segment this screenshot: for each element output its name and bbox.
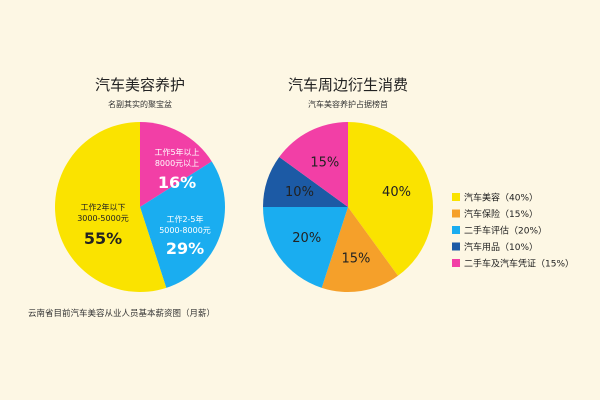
legend-swatch-1 bbox=[452, 209, 460, 218]
slice-value-salary-1: 29% bbox=[166, 239, 204, 258]
legend-swatch-0 bbox=[452, 193, 460, 201]
pie-slice-salary-1 bbox=[140, 161, 226, 288]
slice-value-salary-2: 16% bbox=[158, 173, 196, 192]
slice-value-consumption-0: 40% bbox=[382, 185, 411, 200]
legend-label-2: 二手车评估（20%） bbox=[464, 225, 547, 237]
chart-title-consumption: 汽车周边衍生消费 bbox=[288, 76, 408, 94]
chart-title-salary: 汽车美容养护 bbox=[95, 76, 185, 94]
pie-slice-consumption-0 bbox=[348, 122, 434, 276]
legend-swatch-2 bbox=[452, 226, 460, 234]
legend-consumption: 汽车美容（40%） 汽车保险（15%） 二手车评估（20%） 汽车用品（10%） 二手车… bbox=[452, 192, 574, 270]
slice-label-salary-2-line-1: 8000元以上 bbox=[155, 159, 199, 168]
slice-value-salary-0: 55% bbox=[84, 229, 122, 248]
pie-salary: 工作5年以上 8000元以上 16% 工作2-5年 5000-8000元 29% 工作2年以… bbox=[55, 122, 226, 292]
slice-label-salary-1-line-0: 工作2-5年 bbox=[166, 214, 203, 224]
chart-footnote: 云南省目前汽车美容从业人员基本薪资图（月薪） bbox=[28, 308, 215, 319]
legend-label-0: 汽车美容（40%） bbox=[464, 192, 538, 204]
legend-swatch-3 bbox=[452, 242, 460, 251]
slice-value-consumption-4: 15% bbox=[310, 156, 339, 171]
slice-label-salary-2-line-0: 工作5年以上 bbox=[154, 147, 199, 157]
slice-value-consumption-3: 10% bbox=[285, 185, 314, 200]
legend-label-3: 汽车用品（10%） bbox=[464, 241, 538, 253]
pie-consumption: 40% 15% 20% 10% 15% bbox=[263, 122, 434, 293]
slice-value-consumption-1: 15% bbox=[342, 251, 371, 266]
legend-label-4: 二手车及汽车凭证（15%） bbox=[464, 258, 574, 270]
chart-subtitle-consumption: 汽车美容养护占据榜首 bbox=[308, 99, 388, 109]
pie-slice-consumption-1 bbox=[321, 207, 398, 293]
slice-label-salary-0-line-0: 工作2年以下 bbox=[80, 202, 125, 212]
pie-slice-consumption-3 bbox=[263, 157, 348, 207]
slice-value-consumption-2: 20% bbox=[292, 231, 321, 246]
chart-subtitle-salary: 名副其实的聚宝盆 bbox=[108, 99, 172, 109]
slice-label-salary-1-line-1: 5000-8000元 bbox=[159, 226, 211, 235]
pie-slice-consumption-2 bbox=[263, 207, 348, 288]
pie-slice-salary-2 bbox=[140, 122, 212, 207]
legend-label-1: 汽车保险（15%） bbox=[464, 208, 538, 220]
slice-label-salary-0-line-1: 3000-5000元 bbox=[77, 214, 129, 223]
pie-slice-salary-0 bbox=[55, 122, 167, 292]
legend-swatch-4 bbox=[452, 259, 460, 267]
chart-derivative-consumption: 汽车周边衍生消费 汽车美容养护占据榜首 40% 15% 20% 10% 15% 汽车美容… bbox=[263, 76, 574, 293]
pie-slice-consumption-4 bbox=[279, 122, 348, 207]
chart-salary: 汽车美容养护 名副其实的聚宝盆 工作5年以上 8000元以上 16% 工作2-5年 50… bbox=[28, 76, 226, 319]
